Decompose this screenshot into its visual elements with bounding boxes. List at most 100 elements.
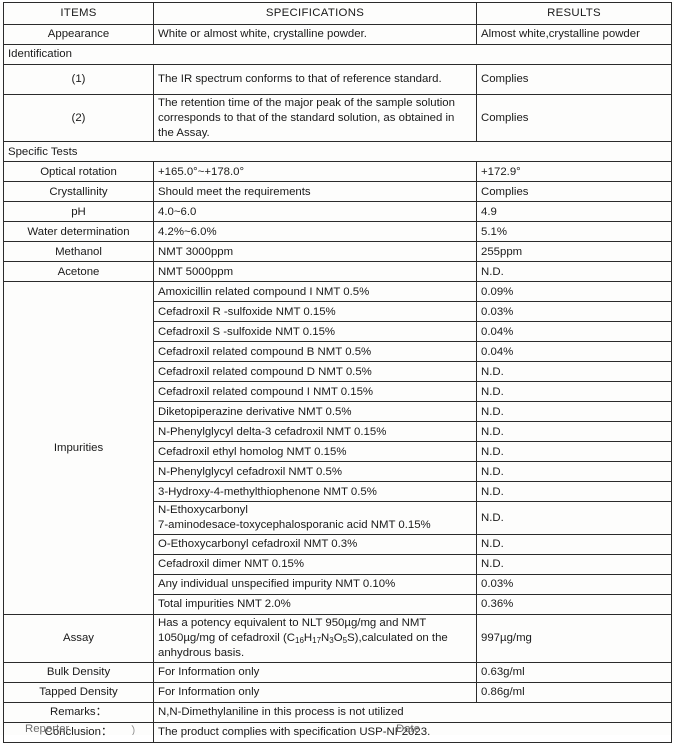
remarks-label: Remarks：: [3, 701, 154, 723]
impurity-result: N.D.: [476, 441, 672, 463]
table-row: Bulk Density For Information only 0.63g/…: [3, 661, 672, 683]
table-row-impurity: Impurities Amoxicillin related compound …: [3, 281, 672, 616]
impurity-result: 0.09%: [476, 281, 672, 303]
section-label: Specific Tests: [3, 141, 672, 163]
impurity-specification: Cefadroxil related compound B NMT 0.5%: [153, 341, 477, 363]
row-specification: +165.0°~+178.0°: [153, 161, 477, 183]
row-item-label: Water determination: [3, 221, 154, 243]
row-result: Complies: [476, 64, 672, 95]
table-row-impurity: Cefadroxil related compound B NMT 0.5% 0…: [4, 341, 672, 363]
column-header-items: ITEMS: [3, 2, 154, 25]
impurity-specification: 3-Hydroxy-4-methylthiophenone NMT 0.5%: [153, 481, 477, 503]
section-row-specific-tests: Specific Tests: [3, 141, 672, 163]
row-result: 5.1%: [476, 221, 672, 243]
table-row: pH 4.0~6.0 4.9: [3, 201, 672, 223]
certificate-of-analysis-table: ITEMS SPECIFICATIONS RESULTS Appearance …: [3, 2, 672, 743]
table-row-impurity: N-Phenylglycyl cefadroxil NMT 0.5% N.D.: [4, 461, 672, 483]
row-item-label: Bulk Density: [3, 661, 154, 683]
impurity-specification: Cefadroxil related compound I NMT 0.15%: [153, 381, 477, 403]
row-item-label: Acetone: [3, 261, 154, 283]
table-row-impurity: Cefadroxil ethyl homolog NMT 0.15% N.D.: [4, 441, 672, 463]
date-label: Date: [396, 723, 421, 735]
table-row-assay: Assay Has a potency equivalent to NLT 95…: [3, 614, 672, 663]
impurity-result: N.D.: [476, 361, 672, 383]
row-result: Almost white,crystalline powder: [476, 24, 672, 45]
row-item-label: Tapped Density: [3, 681, 154, 703]
table-row: (1) The IR spectrum conforms to that of …: [3, 64, 672, 95]
impurity-specification: Total impurities NMT 2.0%: [153, 594, 477, 616]
row-result: 0.86g/ml: [476, 681, 672, 703]
impurity-result: N.D.: [476, 481, 672, 503]
table-row-remarks: Remarks： N,N-Dimethylaniline in this pro…: [3, 701, 672, 723]
impurity-specification: Cefadroxil R -sulfoxide NMT 0.15%: [153, 301, 477, 323]
table-row: Acetone NMT 5000ppm N.D.: [3, 261, 672, 283]
impurity-result: 0.03%: [476, 301, 672, 323]
row-result: +172.9°: [476, 161, 672, 183]
remarks-text: N,N-Dimethylaniline in this process is n…: [153, 701, 672, 723]
impurity-result: 0.04%: [476, 321, 672, 343]
row-result: 4.9: [476, 201, 672, 223]
table-row: Water determination 4.2%~6.0% 5.1%: [3, 221, 672, 243]
assay-specification: Has a potency equivalent to NLT 950µg/mg…: [153, 614, 477, 663]
row-specification: The retention time of the major peak of …: [153, 93, 477, 143]
formula-element-n: N: [321, 631, 330, 644]
row-specification: NMT 3000ppm: [153, 241, 477, 263]
impurity-result: N.D.: [476, 554, 672, 576]
impurity-result: N.D.: [476, 501, 672, 536]
impurity-specification: Cefadroxil dimer NMT 0.15%: [153, 554, 477, 576]
impurity-specification: O-Ethoxycarbonyl cefadroxil NMT 0.3%: [153, 534, 477, 556]
table-row-impurity: Cefadroxil dimer NMT 0.15% N.D.: [4, 554, 672, 576]
impurity-result: N.D.: [476, 534, 672, 556]
impurity-specification: N-Ethoxycarbonyl 7-aminodesace-toxycepha…: [153, 501, 477, 536]
table-row: Appearance White or almost white, crysta…: [3, 24, 672, 45]
table-row-impurity: Any individual unspecified impurity NMT …: [4, 574, 672, 596]
signature-strip: Reporter ） Date: [3, 722, 671, 735]
table-row: (2) The retention time of the major peak…: [3, 93, 672, 143]
assay-result: 997µg/mg: [476, 614, 672, 663]
column-header-results: RESULTS: [476, 2, 672, 25]
row-specification: The IR spectrum conforms to that of refe…: [153, 64, 477, 95]
row-item-label: Crystallinity: [3, 181, 154, 203]
row-item-label: pH: [3, 201, 154, 223]
table-row-impurity: Cefadroxil R -sulfoxide NMT 0.15% 0.03%: [4, 301, 672, 323]
formula-subscript-17: 17: [312, 635, 322, 645]
row-item-label: (1): [3, 64, 154, 95]
table-row-impurity: N-Ethoxycarbonyl 7-aminodesace-toxycepha…: [4, 501, 672, 536]
row-specification: Should meet the requirements: [153, 181, 477, 203]
impurity-result: N.D.: [476, 461, 672, 483]
row-specification: For Information only: [153, 661, 477, 683]
impurities-label: Impurities: [3, 281, 154, 616]
row-result: Complies: [476, 181, 672, 203]
assay-label: Assay: [3, 614, 154, 663]
table-row-impurity: Cefadroxil related compound D NMT 0.5% N…: [4, 361, 672, 383]
row-result: 255ppm: [476, 241, 672, 263]
reporter-label: Reporter: [25, 723, 70, 735]
section-label: Identification: [3, 44, 672, 65]
impurity-specification: Cefadroxil S -sulfoxide NMT 0.15%: [153, 321, 477, 343]
formula-element-s: S: [347, 631, 355, 644]
table-row: Crystallinity Should meet the requiremen…: [3, 181, 672, 203]
column-header-specifications: SPECIFICATIONS: [153, 2, 477, 25]
row-item-label: Methanol: [3, 241, 154, 263]
formula-element-o: O: [333, 631, 343, 644]
row-item-label: Appearance: [3, 24, 154, 45]
formula-subscript-5: 5: [342, 635, 348, 645]
row-item-label: Optical rotation: [3, 161, 154, 183]
impurity-specification: N-Phenylglycyl cefadroxil NMT 0.5%: [153, 461, 477, 483]
impurity-result: 0.03%: [476, 574, 672, 596]
row-specification: White or almost white, crystalline powde…: [153, 24, 477, 45]
table-row: Methanol NMT 3000ppm 255ppm: [3, 241, 672, 263]
impurity-result: N.D.: [476, 381, 672, 403]
impurity-specification: Amoxicillin related compound I NMT 0.5%: [153, 281, 477, 303]
assay-spec-part1: Has a potency equivalent to NLT 950µg/mg…: [158, 617, 427, 644]
impurity-specification: Diketopiperazine derivative NMT 0.5%: [153, 401, 477, 423]
formula-subscript-16: 16: [295, 635, 304, 645]
section-row-identification: Identification: [3, 44, 672, 65]
impurity-result: N.D.: [476, 421, 672, 443]
impurity-result: N.D.: [476, 401, 672, 423]
row-specification: 4.0~6.0: [153, 201, 477, 223]
impurity-specification: N-Phenylglycyl delta-3 cefadroxil NMT 0.…: [153, 421, 477, 443]
row-item-label: (2): [3, 93, 154, 143]
row-result: Complies: [476, 93, 672, 143]
